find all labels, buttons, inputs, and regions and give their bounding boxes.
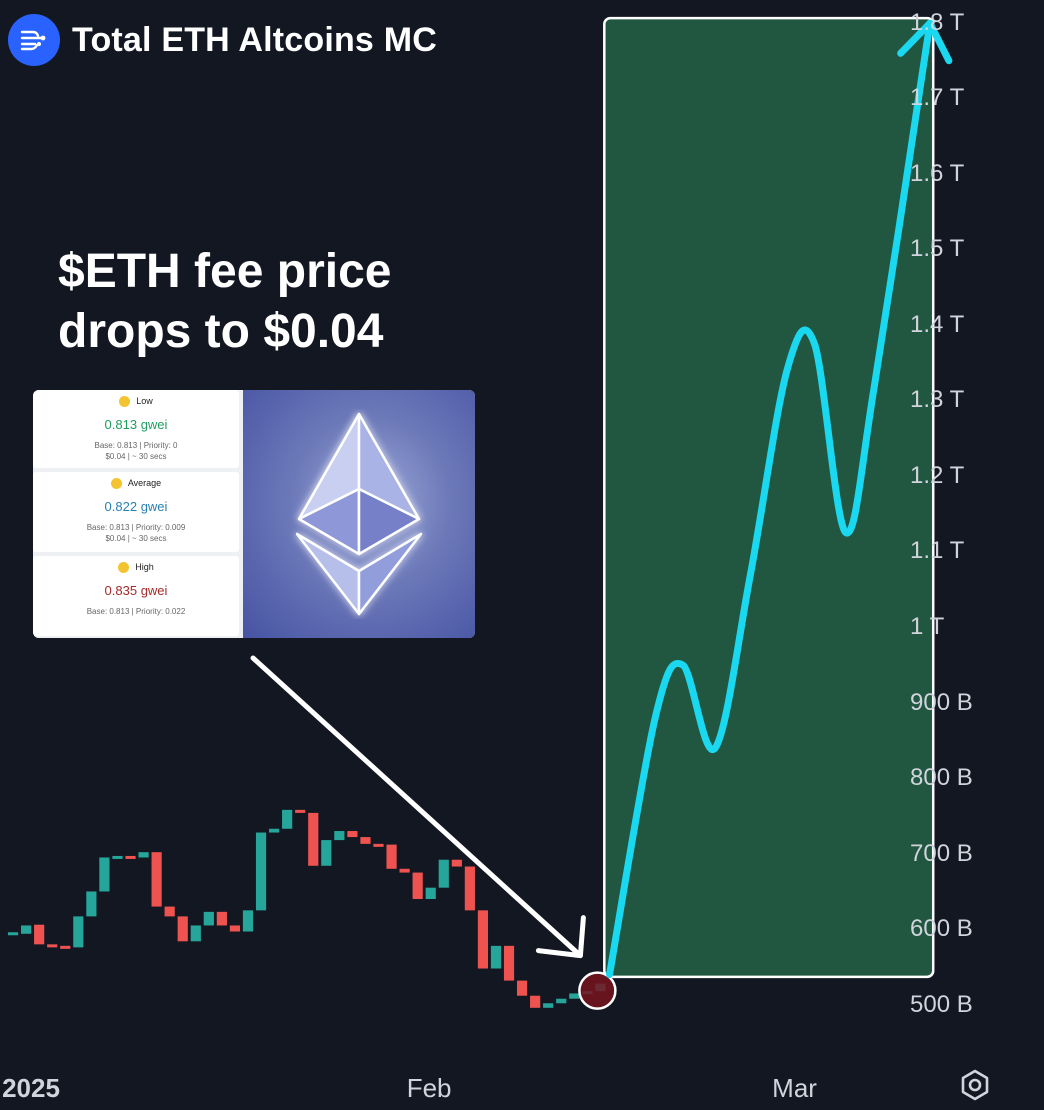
candle — [164, 906, 175, 917]
candle — [229, 925, 241, 932]
candle — [334, 831, 345, 841]
y-tick-label: 500 B — [910, 990, 973, 1018]
y-tick-label: 1.5 T — [910, 235, 965, 263]
fee-detail: Base: 0.813 | Priority: 0 — [94, 441, 178, 451]
candle — [516, 980, 528, 996]
candle — [73, 916, 84, 948]
candle — [451, 859, 462, 867]
fee-gwei: 0.835 gwei — [104, 583, 168, 599]
y-tick-label: 1.8 T — [910, 8, 965, 36]
candle — [347, 831, 358, 838]
candle — [242, 910, 254, 932]
candle — [151, 852, 162, 907]
fee-detail: Base: 0.813 | Priority: 0.022 — [86, 607, 186, 617]
candle — [255, 832, 267, 911]
candle — [321, 840, 332, 866]
y-tick-label: 700 B — [910, 839, 973, 867]
candle — [60, 945, 71, 949]
candle — [503, 945, 515, 981]
candle — [203, 911, 214, 926]
candle — [112, 855, 123, 859]
fee-detail: Base: 0.813 | Priority: 0.009 — [86, 523, 186, 533]
candle — [99, 857, 110, 892]
candle — [399, 868, 410, 873]
candle — [177, 916, 188, 942]
candle — [386, 844, 397, 869]
candle — [21, 925, 32, 934]
fee-gwei: 0.822 gwei — [104, 499, 168, 515]
candle — [543, 1003, 554, 1008]
y-tick-label: 900 B — [910, 688, 973, 716]
candle — [530, 995, 541, 1008]
last-candle-marker — [578, 971, 617, 1010]
fee-list: Low 0.813 gwei Base: 0.813 | Priority: 0… — [33, 390, 243, 638]
headline-line-2: drops to $0.04 — [58, 305, 384, 358]
candle — [216, 911, 227, 926]
y-tick-label: 600 B — [910, 915, 973, 943]
ethereum-icon — [295, 412, 423, 616]
candle — [125, 855, 136, 859]
chart-title: Total ETH Altcoins MC — [72, 20, 437, 59]
candle — [47, 944, 58, 948]
fee-card-average: Average 0.822 gwei Base: 0.813 | Priorit… — [33, 472, 239, 552]
y-tick-label: 1 T — [910, 613, 945, 641]
fee-name: Low — [136, 396, 153, 406]
gas-fee-inset: Low 0.813 gwei Base: 0.813 | Priority: 0… — [33, 390, 475, 638]
candle — [282, 809, 293, 829]
candle — [360, 837, 371, 844]
fee-name: Average — [127, 478, 162, 488]
x-tick-label: Feb — [406, 1073, 452, 1103]
y-tick-label: 1.6 T — [910, 159, 965, 187]
y-tick-label: 1.1 T — [910, 537, 965, 565]
projection-line — [606, 49, 929, 979]
fee-card-high: High 0.835 gwei Base: 0.813 | Priority: … — [33, 556, 239, 636]
x-tick-label: Mar — [772, 1073, 817, 1103]
happy-emoji-icon — [118, 562, 130, 574]
y-tick-label: 1.7 T — [910, 84, 965, 112]
candle — [412, 872, 423, 900]
candle — [477, 910, 489, 969]
candle — [295, 809, 306, 813]
candle — [86, 891, 97, 917]
candle — [138, 852, 149, 858]
stream-lines-icon — [8, 14, 60, 66]
headline-line-1: $ETH fee price — [58, 245, 392, 298]
candle — [464, 866, 475, 911]
grin-emoji-icon — [110, 478, 122, 490]
chart-title-row: Total ETH Altcoins MC — [8, 14, 437, 66]
smile-emoji-icon — [119, 396, 131, 408]
fee-cost: $0.04 | ~ 30 secs — [105, 452, 167, 462]
candle — [556, 998, 567, 1004]
projection-box — [603, 16, 935, 979]
fee-card-low: Low 0.813 gwei Base: 0.813 | Priority: 0… — [33, 390, 239, 468]
candle — [308, 812, 319, 866]
fee-cost: $0.04 | ~ 30 secs — [105, 534, 167, 544]
y-tick-label: 1.2 T — [910, 461, 965, 489]
candle — [569, 993, 580, 999]
candle — [490, 945, 502, 969]
candle — [34, 924, 45, 945]
candle — [190, 925, 201, 942]
candle — [269, 828, 280, 833]
candle — [438, 859, 449, 888]
pointer-arrow-icon — [250, 655, 586, 959]
y-tick-label: 800 B — [910, 764, 973, 792]
headline: $ETH fee price drops to $0.04 — [58, 242, 391, 362]
fee-gwei: 0.813 gwei — [104, 417, 168, 433]
candle — [373, 843, 384, 847]
gear-hexagon-icon[interactable] — [958, 1068, 992, 1102]
ethereum-logo-panel — [243, 390, 475, 638]
candle — [7, 932, 19, 936]
candle — [425, 887, 436, 900]
fee-name: High — [135, 562, 154, 572]
x-tick-label: 2025 — [2, 1073, 60, 1103]
y-tick-label: 1.3 T — [910, 386, 965, 414]
projection-arrow-shaft — [921, 19, 934, 57]
y-tick-label: 1.4 T — [910, 310, 965, 338]
